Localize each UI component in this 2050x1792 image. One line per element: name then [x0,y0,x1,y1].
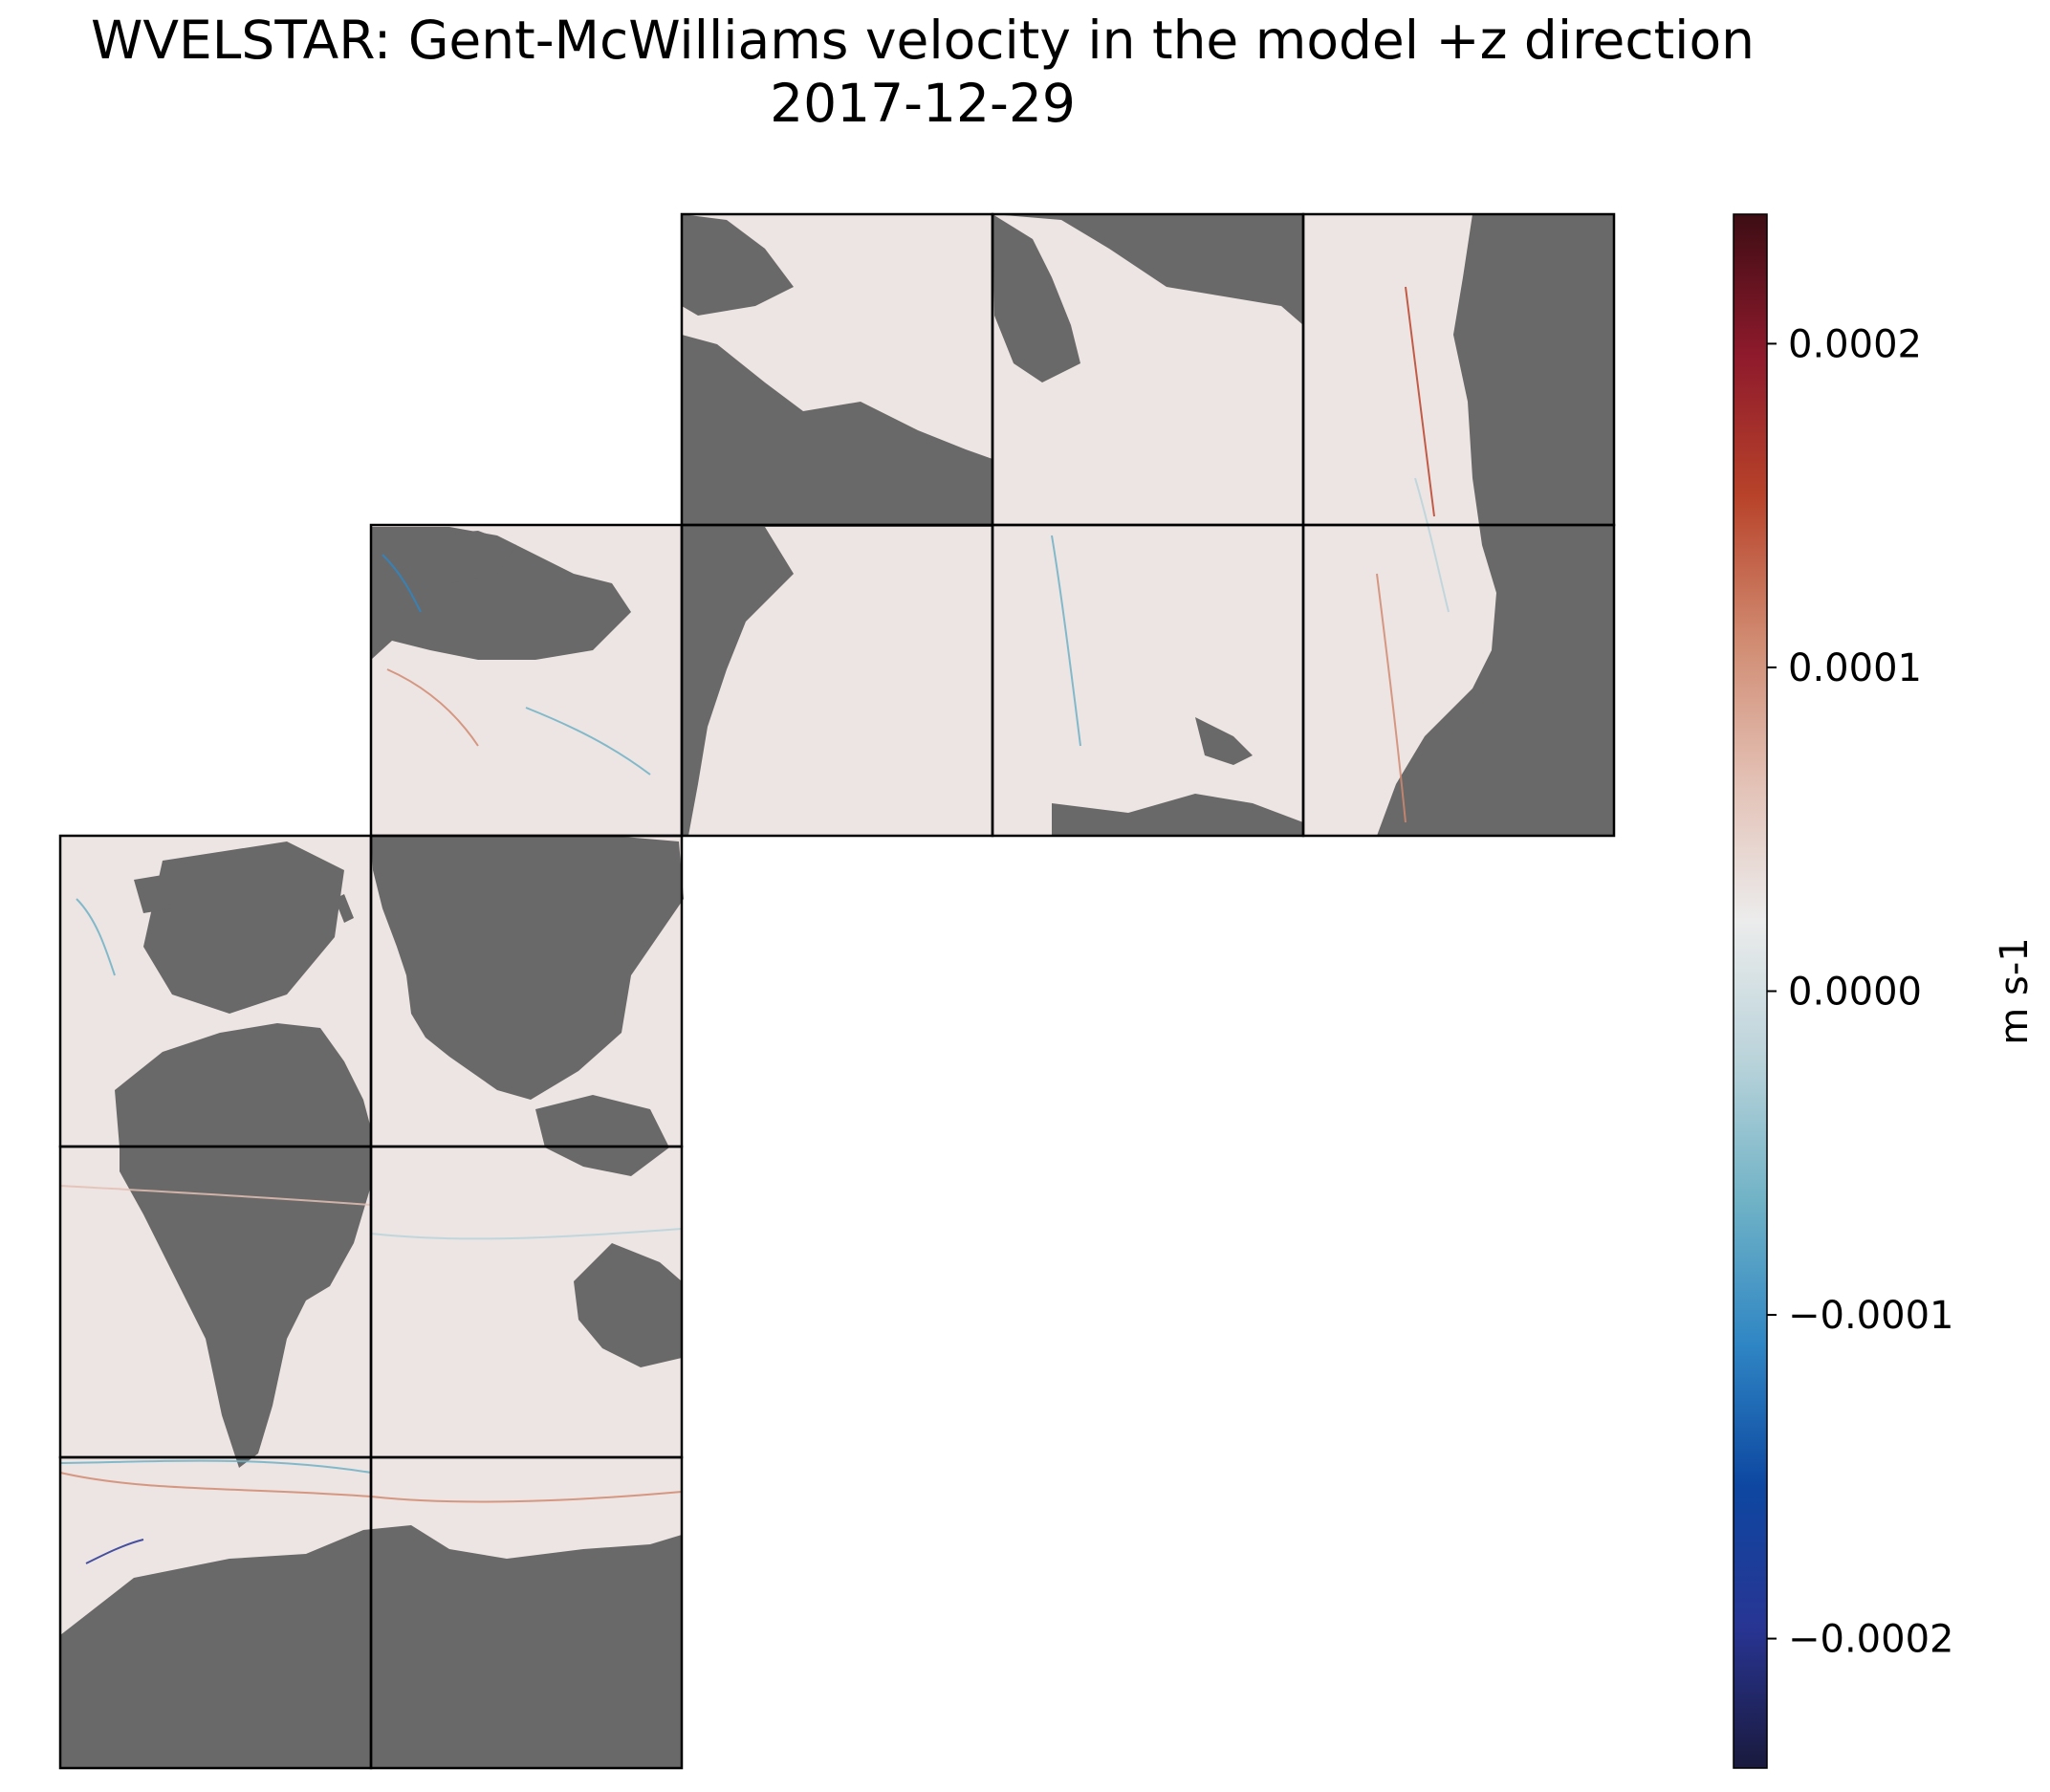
velocity-features [59,286,1450,1564]
land-greenland [421,531,516,583]
colorbar-tick-label-0: 0.0002 [1788,322,1922,366]
colorbar: 0.0002 0.0001 0.0000 −0.0001 −0.0002 m s-1 [1733,213,2037,1769]
land-se-asia [535,1095,669,1176]
feature-arctic-2 [386,668,479,747]
feature-tropics-1 [59,1185,372,1206]
tile-border-5 [369,1455,684,1770]
land-south-america-tip [1052,794,1303,836]
land-north-america [371,836,684,1100]
tile-borders [58,212,1616,1770]
feature-weddell [85,1539,144,1564]
feature-arctic-3 [525,707,651,776]
feature-acc-blue [59,1459,372,1474]
colorbar-label: m s-1 [1993,937,2037,1044]
land-mask [60,214,1614,1768]
land-eurasia-west [143,841,344,1014]
feature-upwelling [1414,477,1450,613]
land-north-pacific [682,214,794,316]
chart-title: WVELSTAR: Gent-McWilliams velocity in th… [91,10,1755,71]
land-island [1195,717,1253,765]
land-pacific-rim [992,214,1080,382]
feature-tropics-2 [370,1228,683,1240]
colorbar-gradient [1733,213,1768,1769]
land-australia [574,1243,682,1367]
colorbar-tick-label-3: −0.0001 [1788,1294,1953,1338]
land-asia-north [682,335,992,527]
land-europe-north [115,1023,371,1147]
tile-border-12 [1301,212,1616,527]
feature-labrador [76,898,116,976]
colorbar-tick-label-4: −0.0002 [1788,1618,1953,1662]
tile-8 [992,525,1303,836]
land-island-2 [134,875,172,913]
feature-east-boundary [1405,286,1435,517]
chart-subtitle: 2017-12-29 [770,73,1076,134]
feature-pacific-1 [1051,535,1081,747]
land-africa [120,1147,371,1468]
colorbar-tick-label-1: 0.0001 [1788,646,1922,690]
feature-east-boundary-2 [1376,573,1407,823]
land-island-3 [335,894,354,923]
land-americas-north [992,214,1303,325]
land-russia-west [682,527,794,836]
feature-arctic-1 [382,554,422,613]
colorbar-tick-label-2: 0.0000 [1788,971,1922,1015]
